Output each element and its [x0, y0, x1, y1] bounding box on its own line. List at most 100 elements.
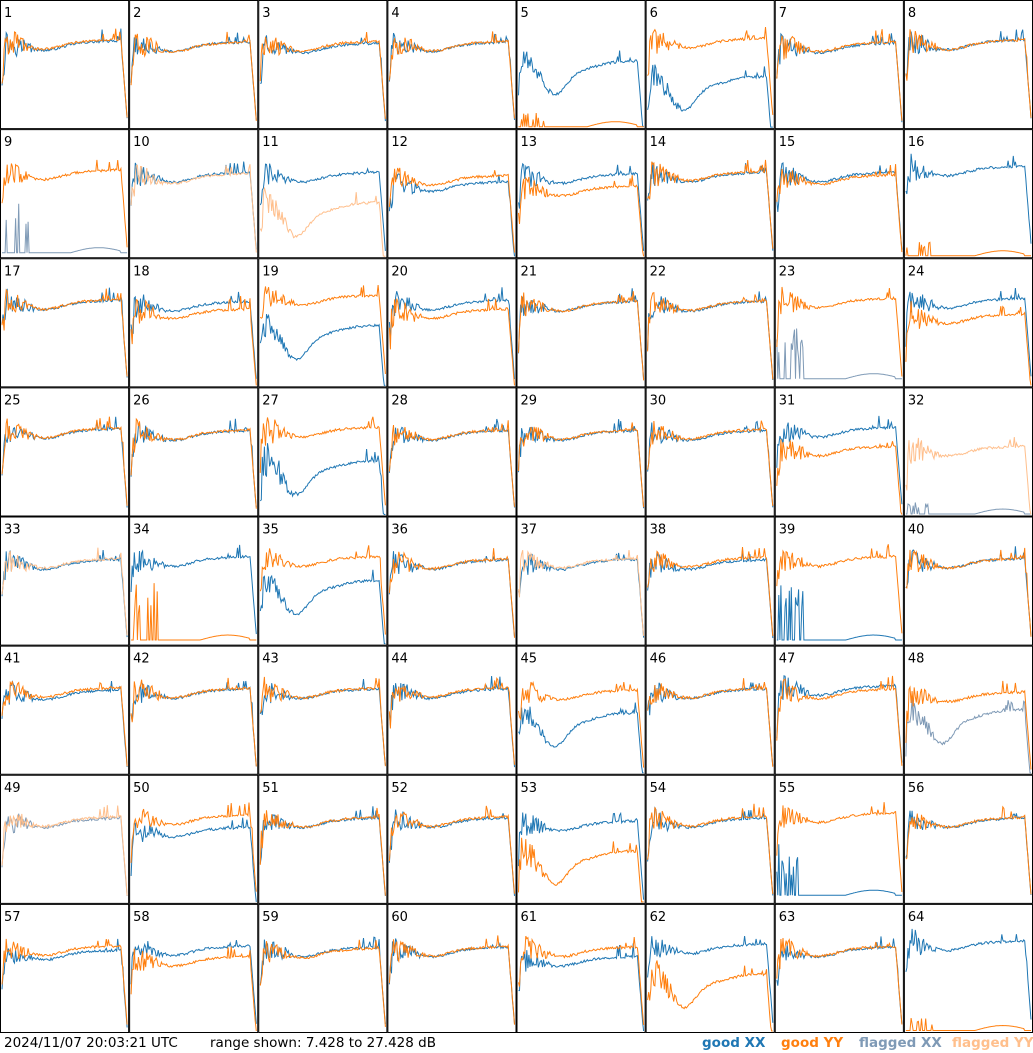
panel-label: 31: [779, 393, 796, 408]
series-yy-line: [1, 938, 128, 1025]
antenna-panel: 5: [516, 0, 646, 130]
series-xx-line: [130, 940, 257, 1024]
panel-border: [258, 0, 388, 130]
panel-label: 11: [262, 135, 279, 150]
series-yy-line: [647, 803, 774, 895]
panel-border: [774, 0, 904, 130]
panel-label: 19: [262, 264, 279, 279]
series-xx-line: [130, 291, 257, 379]
series-xx-line: [776, 844, 902, 896]
series-yy-line: [259, 32, 386, 120]
panel-border: [258, 516, 388, 646]
panel-label: 22: [650, 264, 667, 279]
series-xx-line: [905, 928, 1032, 1020]
antenna-panel: 48: [903, 645, 1033, 775]
series-xx-line: [130, 544, 257, 635]
panel-label: 20: [391, 264, 408, 279]
panel-label: 40: [908, 523, 925, 538]
series-yy-line: [388, 935, 515, 1025]
series-yy-line: [259, 285, 386, 374]
panel-label: 62: [650, 910, 667, 925]
panel-label: 49: [4, 781, 21, 796]
series-yy-line: [388, 420, 515, 507]
series-yy-line: [905, 301, 1032, 386]
panel-border: [0, 516, 130, 646]
series-xx-line: [1, 938, 128, 1028]
panel-label: 1: [4, 6, 12, 21]
antenna-panel: 26: [129, 387, 259, 517]
antenna-panel: 4: [387, 0, 517, 130]
antenna-panel: 7: [774, 0, 904, 130]
series-yy-line: [776, 286, 903, 377]
series-xx-line: [130, 32, 257, 120]
panel-label: 32: [908, 393, 925, 408]
series-yy-line: [1, 288, 128, 377]
series-yy-line: [388, 31, 515, 119]
panel-border: [129, 0, 259, 130]
antenna-panel: 14: [645, 129, 775, 259]
series-xx-line: [647, 682, 774, 766]
series-xx-line: [259, 936, 386, 1024]
series-xx-line: [905, 546, 1032, 637]
panel-border: [516, 516, 646, 646]
antenna-panel: 30: [645, 387, 775, 517]
series-xx-line: [647, 935, 774, 1023]
panel-border: [258, 645, 388, 775]
antenna-panel: 55: [774, 774, 904, 904]
antenna-panel: 34: [129, 516, 259, 646]
series-yy-line: [259, 187, 386, 257]
antenna-panel: 28: [387, 387, 517, 517]
series-yy-line: [905, 805, 1032, 895]
series-yy-line: [518, 112, 644, 128]
series-xx-line: [259, 443, 386, 515]
antenna-panel: 45: [516, 645, 646, 775]
series-yy-line: [518, 291, 645, 381]
series-yy-line: [905, 436, 1032, 515]
series-xx-line: [905, 502, 1031, 515]
series-yy-line: [647, 960, 773, 1032]
panel-label: 2: [133, 6, 141, 21]
panel-border: [129, 903, 259, 1033]
antenna-panel: 43: [258, 645, 388, 775]
series-yy-line: [130, 295, 257, 386]
panel-border: [645, 774, 775, 904]
antenna-panel: 63: [774, 903, 904, 1033]
antenna-panel: 6: [645, 0, 775, 130]
series-yy-line: [130, 946, 257, 1032]
panel-label: 59: [262, 910, 279, 925]
panel-border: [387, 0, 517, 130]
series-xx-line: [518, 50, 645, 128]
series-xx-line: [647, 162, 774, 251]
series-yy-line: [647, 678, 774, 767]
panel-label: 27: [262, 393, 279, 408]
antenna-panel: 24: [903, 258, 1033, 388]
panel-label: 26: [133, 393, 150, 408]
panel-label: 39: [779, 523, 796, 538]
series-xx-line: [388, 32, 515, 120]
range-label: range shown: 7.428 to 27.428 dB: [210, 1035, 436, 1051]
panel-label: 25: [4, 393, 21, 408]
series-xx-line: [2, 203, 128, 254]
antenna-panel: 44: [387, 645, 517, 775]
panel-border: [645, 387, 775, 517]
panel-border: [387, 129, 517, 259]
series-xx-line: [259, 569, 386, 645]
panel-label: 6: [650, 6, 658, 21]
panel-label: 16: [908, 135, 925, 150]
panel-border: [903, 0, 1033, 130]
panel-label: 5: [521, 6, 529, 21]
antenna-panel: 58: [129, 903, 259, 1033]
series-xx-line: [259, 313, 386, 386]
panel-border: [0, 645, 130, 775]
panel-label: 7: [779, 6, 787, 21]
panel-border: [387, 774, 517, 904]
panel-label: 33: [4, 523, 21, 538]
panel-border: [129, 774, 259, 904]
series-yy-line: [130, 417, 257, 509]
panel-border: [0, 903, 130, 1033]
panel-border: [516, 129, 646, 259]
series-yy-line: [388, 167, 515, 253]
panel-border: [387, 645, 517, 775]
series-yy-line: [518, 837, 644, 903]
